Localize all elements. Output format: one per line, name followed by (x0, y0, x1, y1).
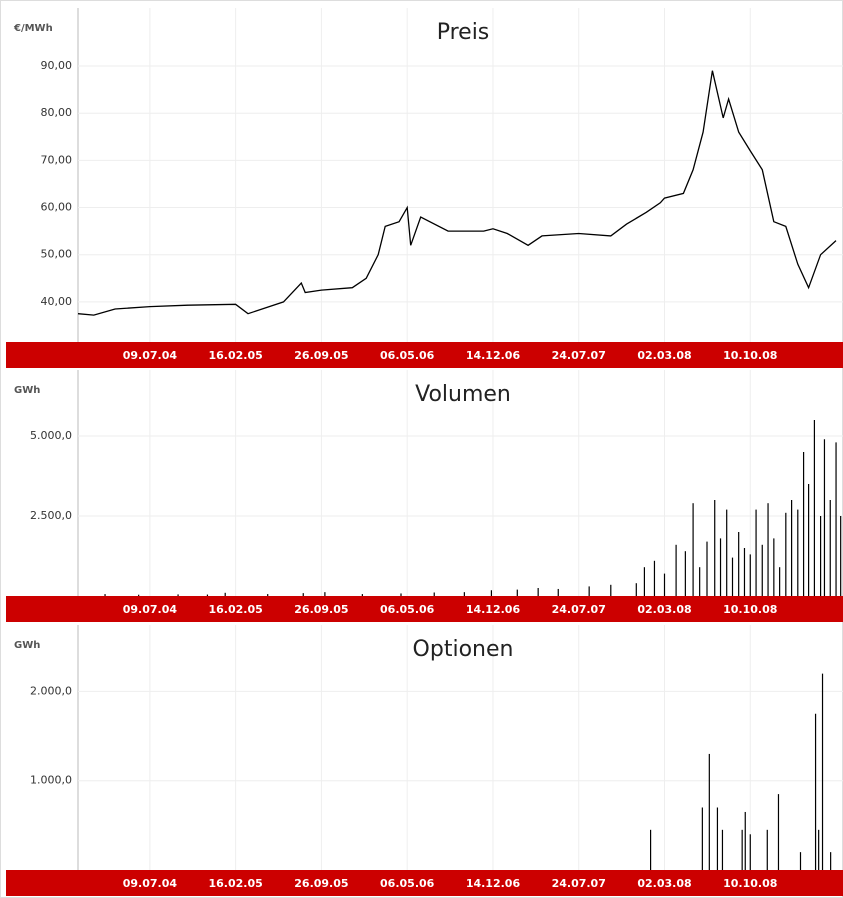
x-axis-band (6, 870, 843, 896)
x-tick-label: 09.07.04 (123, 603, 178, 616)
x-tick-label: 06.05.06 (380, 349, 435, 362)
x-tick-label: 14.12.06 (466, 349, 521, 362)
x-tick-label: 02.03.08 (637, 877, 691, 890)
x-tick-label: 16.02.05 (208, 877, 262, 890)
x-tick-label: 26.09.05 (294, 349, 348, 362)
y-axis-unit: GWh (14, 640, 40, 651)
y-axis-unit: €/MWh (13, 23, 53, 34)
y-axis-unit: GWh (14, 385, 40, 396)
y-tick-label: 40,00 (41, 295, 73, 308)
price-line (77, 70, 837, 316)
x-tick-label: 14.12.06 (466, 603, 521, 616)
chart-title: Preis (437, 20, 490, 45)
x-tick-label: 02.03.08 (637, 603, 691, 616)
x-tick-label: 24.07.07 (552, 349, 606, 362)
y-tick-label: 70,00 (41, 153, 73, 166)
x-tick-label: 16.02.05 (208, 603, 262, 616)
y-tick-label: 60,00 (41, 201, 73, 214)
x-tick-label: 09.07.04 (123, 877, 178, 890)
x-tick-label: 16.02.05 (208, 349, 262, 362)
y-tick-label: 90,00 (41, 59, 73, 72)
x-tick-label: 02.03.08 (637, 349, 691, 362)
y-tick-label: 2.000,0 (30, 684, 72, 697)
x-axis-band (6, 596, 843, 622)
x-tick-label: 24.07.07 (552, 603, 606, 616)
x-tick-label: 26.09.05 (294, 877, 348, 890)
y-tick-label: 1.000,0 (30, 774, 72, 787)
chart-title: Volumen (415, 382, 511, 407)
y-tick-label: 5.000,0 (30, 429, 72, 442)
x-axis-band (6, 342, 843, 368)
x-tick-label: 26.09.05 (294, 603, 348, 616)
y-tick-label: 2.500,0 (30, 509, 72, 522)
chart-title: Optionen (413, 637, 514, 662)
x-tick-label: 10.10.08 (723, 349, 777, 362)
x-tick-label: 06.05.06 (380, 603, 435, 616)
y-tick-label: 50,00 (41, 248, 73, 261)
x-tick-label: 09.07.04 (123, 349, 178, 362)
x-tick-label: 10.10.08 (723, 877, 777, 890)
x-tick-label: 24.07.07 (552, 877, 606, 890)
x-tick-label: 10.10.08 (723, 603, 777, 616)
y-tick-label: 80,00 (41, 106, 73, 119)
x-tick-label: 06.05.06 (380, 877, 435, 890)
x-tick-label: 14.12.06 (466, 877, 521, 890)
